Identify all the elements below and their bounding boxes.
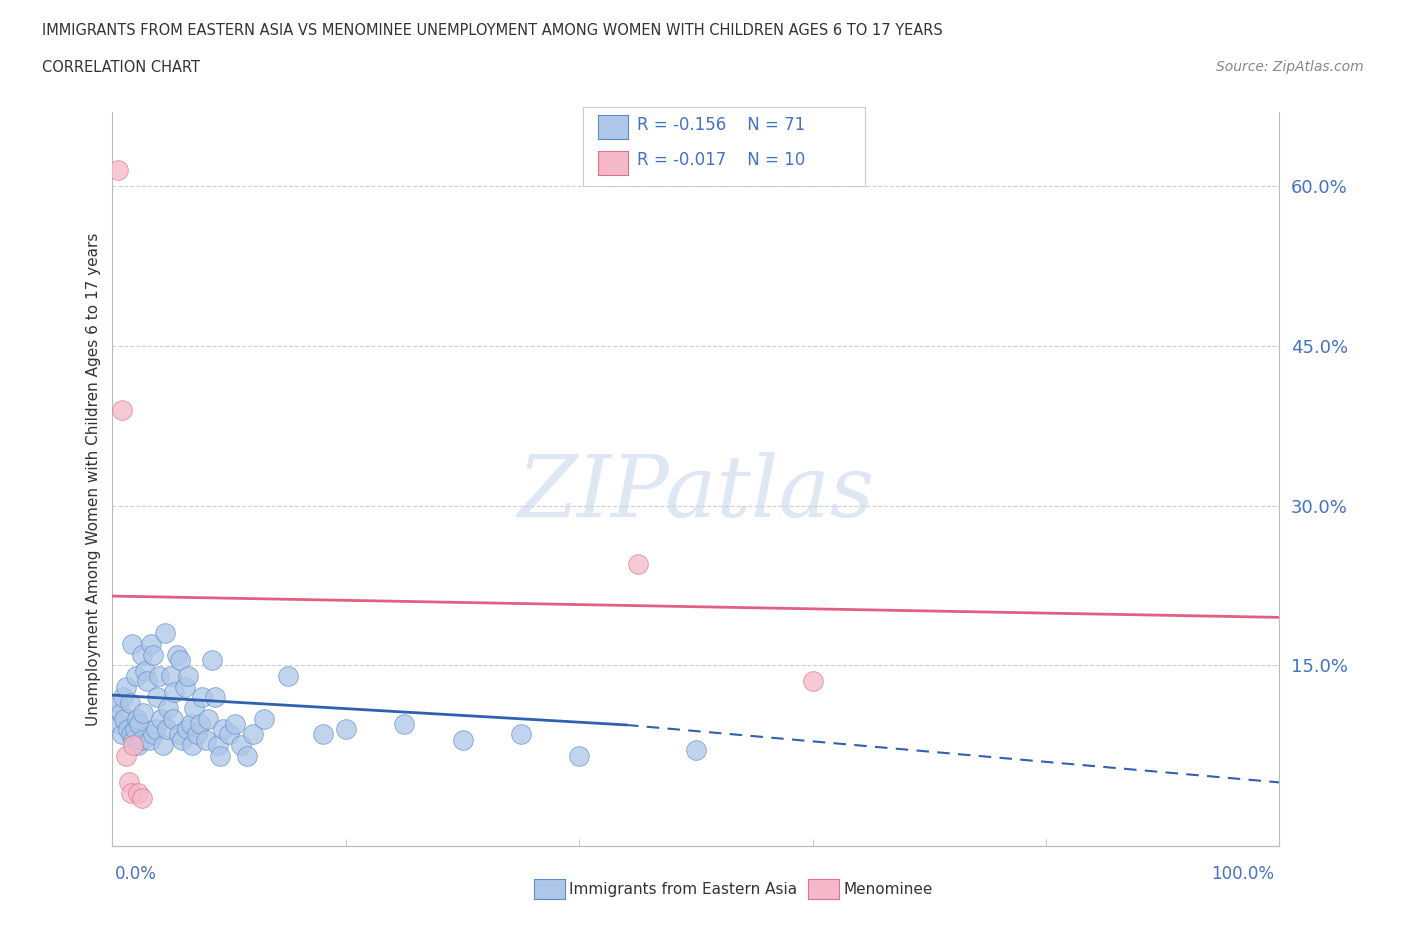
Text: R = -0.017    N = 10: R = -0.017 N = 10 [637, 151, 806, 169]
Point [394, 716, 416, 731]
Point [150, 711, 173, 726]
Point [153, 626, 176, 641]
Text: Immigrants from Eastern Asia: Immigrants from Eastern Asia [569, 882, 797, 897]
Point [218, 727, 240, 742]
Point [108, 716, 131, 731]
Text: 100.0%: 100.0% [1211, 865, 1274, 883]
Text: Menominee: Menominee [844, 882, 934, 897]
Point [188, 716, 211, 731]
Point [176, 722, 198, 737]
Point [127, 786, 149, 801]
Point [139, 733, 162, 748]
Point [201, 653, 224, 668]
Point [115, 749, 138, 764]
Point [142, 727, 165, 742]
Point [148, 669, 170, 684]
Point [125, 669, 148, 684]
Point [235, 749, 257, 764]
Point [311, 727, 333, 742]
Point [111, 727, 134, 742]
Text: Source: ZipAtlas.com: Source: ZipAtlas.com [1216, 60, 1364, 74]
Point [122, 733, 145, 748]
Point [163, 684, 186, 699]
Point [173, 679, 195, 694]
Point [627, 557, 650, 572]
Point [107, 163, 129, 178]
Point [121, 636, 143, 651]
Point [685, 743, 707, 758]
Point [136, 674, 159, 689]
Point [335, 722, 357, 737]
Point [197, 711, 219, 726]
Point [118, 695, 141, 710]
Point [180, 716, 202, 731]
Text: 0.0%: 0.0% [115, 865, 157, 883]
Point [146, 690, 169, 705]
Point [127, 737, 149, 752]
Point [152, 737, 174, 752]
Point [191, 690, 214, 705]
Point [131, 733, 153, 748]
Point [208, 749, 231, 764]
Point [160, 669, 183, 684]
Point [169, 653, 191, 668]
Point [124, 722, 146, 737]
Point [131, 790, 153, 805]
Point [186, 727, 208, 742]
Point [166, 647, 188, 662]
Point [183, 700, 205, 715]
Point [157, 700, 180, 715]
Point [139, 636, 162, 651]
Point [212, 722, 235, 737]
Point [110, 706, 132, 721]
Point [115, 679, 138, 694]
Text: CORRELATION CHART: CORRELATION CHART [42, 60, 200, 75]
Point [107, 695, 129, 710]
Point [128, 716, 150, 731]
Point [224, 716, 246, 731]
Text: ZIPatlas: ZIPatlas [517, 452, 875, 535]
Point [451, 733, 474, 748]
Point [801, 674, 824, 689]
Point [111, 690, 134, 705]
Point [125, 711, 148, 726]
Y-axis label: Unemployment Among Women with Children Ages 6 to 17 years: Unemployment Among Women with Children A… [86, 232, 101, 725]
Point [568, 749, 591, 764]
Point [111, 403, 134, 418]
Point [242, 727, 264, 742]
Point [194, 733, 217, 748]
Point [132, 706, 155, 721]
Point [145, 722, 167, 737]
Point [229, 737, 252, 752]
Point [162, 711, 184, 726]
Point [509, 727, 531, 742]
Point [204, 690, 226, 705]
Point [122, 737, 145, 752]
Point [134, 663, 156, 678]
Point [156, 722, 179, 737]
Text: IMMIGRANTS FROM EASTERN ASIA VS MENOMINEE UNEMPLOYMENT AMONG WOMEN WITH CHILDREN: IMMIGRANTS FROM EASTERN ASIA VS MENOMINE… [42, 23, 943, 38]
Text: R = -0.156    N = 71: R = -0.156 N = 71 [637, 115, 806, 134]
Point [142, 647, 165, 662]
Point [207, 737, 229, 752]
Point [253, 711, 276, 726]
Point [120, 786, 142, 801]
Point [167, 727, 190, 742]
Point [172, 733, 194, 748]
Point [118, 775, 141, 790]
Point [117, 722, 139, 737]
Point [120, 727, 142, 742]
Point [177, 669, 200, 684]
Point [112, 711, 135, 726]
Point [131, 647, 153, 662]
Point [180, 737, 202, 752]
Point [276, 669, 298, 684]
